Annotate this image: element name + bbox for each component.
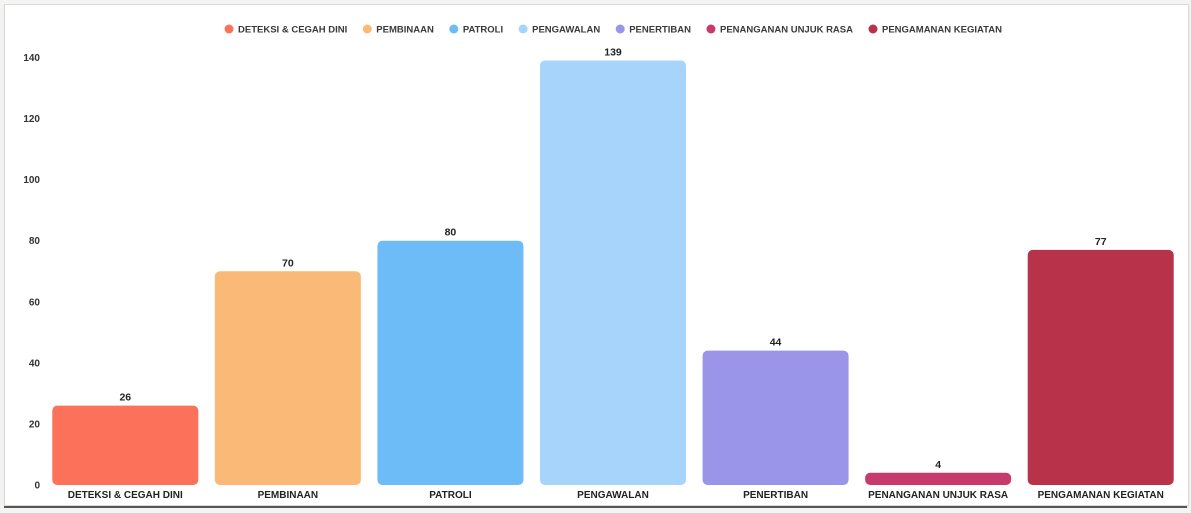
bar[interactable] xyxy=(540,60,686,486)
x-tick-label: PENERTIBAN xyxy=(743,490,808,501)
x-tick-label: PENGAWALAN xyxy=(577,490,649,501)
bar-value-label: 139 xyxy=(604,47,622,59)
legend-label: PENGAMANAN KEGIATAN xyxy=(882,25,1002,36)
legend-marker xyxy=(518,24,528,34)
bottom-rule xyxy=(4,506,1187,508)
legend-item[interactable]: PENERTIBAN xyxy=(615,24,691,36)
bar-value-label: 44 xyxy=(770,337,782,349)
y-tick-label: 40 xyxy=(29,358,41,369)
legend-marker xyxy=(706,24,716,34)
bar[interactable] xyxy=(1027,249,1174,485)
bar[interactable] xyxy=(52,405,199,485)
x-axis: DETEKSI & CEGAH DINI PEMBINAAN PATROLI PENG… xyxy=(68,490,1164,501)
legend-marker xyxy=(224,24,234,34)
legend-label: PENERTIBAN xyxy=(629,25,691,36)
bar[interactable] xyxy=(865,472,1012,485)
bar[interactable] xyxy=(702,350,849,485)
legend-label: PATROLI xyxy=(463,25,503,36)
x-tick-label: PENGAMANAN KEGIATAN xyxy=(1038,490,1164,501)
bar-value-label: 80 xyxy=(445,227,457,239)
bar[interactable] xyxy=(214,271,361,485)
x-tick-label: PATROLI xyxy=(429,490,472,501)
x-tick-label: DETEKSI & CEGAH DINI xyxy=(68,490,183,501)
y-tick-label: 20 xyxy=(29,419,41,430)
legend-item[interactable]: PEMBINAAN xyxy=(362,24,434,36)
legend-marker xyxy=(362,24,372,34)
legend-item[interactable]: PENGAWALAN xyxy=(518,24,601,36)
legend-item[interactable]: PENANGANAN UNJUK RASA xyxy=(706,24,853,36)
legend: DETEKSI & CEGAH DINI PEMBINAAN PATROLI PENG… xyxy=(224,24,1002,36)
legend-item[interactable]: PATROLI xyxy=(449,24,503,36)
legend-marker xyxy=(868,24,878,34)
y-tick-label: 120 xyxy=(23,114,40,125)
legend-item[interactable]: PENGAMANAN KEGIATAN xyxy=(868,24,1002,36)
bar-value-label: 26 xyxy=(119,392,131,404)
legend-label: PENGAWALAN xyxy=(532,25,600,36)
y-tick-label: 140 xyxy=(23,53,40,64)
x-tick-label: PENANGANAN UNJUK RASA xyxy=(868,490,1008,501)
y-tick-label: 60 xyxy=(29,297,41,308)
bar-value-label: 4 xyxy=(935,459,941,471)
y-tick-label: 80 xyxy=(29,236,41,247)
bar-value-label: 77 xyxy=(1095,236,1107,248)
legend-label: DETEKSI & CEGAH DINI xyxy=(238,25,347,36)
legend-marker xyxy=(615,24,625,34)
legend-marker xyxy=(449,24,459,34)
legend-label: PENANGANAN UNJUK RASA xyxy=(720,25,853,36)
bar[interactable] xyxy=(377,240,524,485)
y-tick-label: 100 xyxy=(23,175,40,186)
y-tick-label: 0 xyxy=(34,481,40,492)
x-tick-label: PEMBINAAN xyxy=(258,490,319,501)
legend-item[interactable]: DETEKSI & CEGAH DINI xyxy=(224,24,348,36)
y-axis: 0 20 40 60 80 100 120 140 xyxy=(23,53,40,492)
legend-label: PEMBINAAN xyxy=(376,25,434,36)
bar-value-label: 70 xyxy=(282,257,294,269)
